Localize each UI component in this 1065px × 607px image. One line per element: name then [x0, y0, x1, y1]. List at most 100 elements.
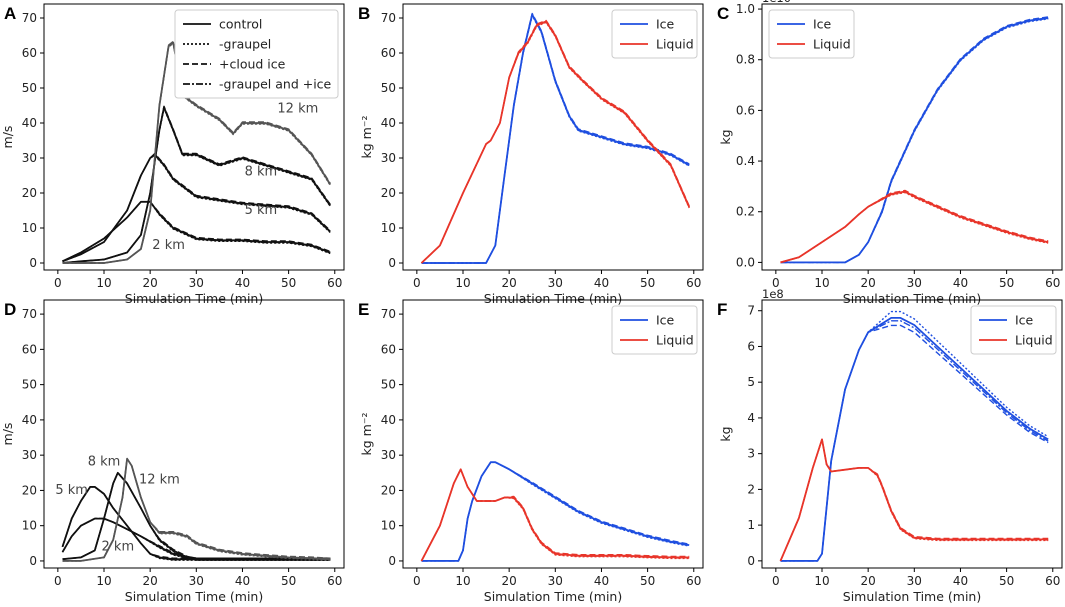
- series-line-12-km: [62, 458, 331, 562]
- x-tick-label: 40: [235, 574, 250, 588]
- legend-label: Ice: [1015, 313, 1034, 328]
- axis-multiplier: 1e8: [762, 287, 784, 301]
- series-line-8-km: [62, 472, 331, 561]
- y-tick-label: 50: [381, 378, 396, 392]
- legend-label: +cloud ice: [219, 57, 286, 72]
- y-tick-label: 20: [22, 483, 37, 497]
- y-tick-label: 60: [381, 46, 396, 60]
- x-tick-label: 20: [143, 276, 158, 290]
- y-tick-label: 5: [747, 375, 755, 389]
- x-tick-label: 20: [861, 276, 876, 290]
- panel-label: D: [4, 300, 16, 319]
- y-tick-label: 0: [388, 554, 396, 568]
- y-tick-label: 0.8: [736, 53, 755, 67]
- series-line-liquid: [779, 438, 1049, 562]
- y-tick-label: 70: [381, 11, 396, 25]
- x-axis-label: Simulation Time (min): [843, 291, 981, 306]
- y-tick-label: 3: [747, 447, 755, 461]
- x-tick-label: 40: [235, 276, 250, 290]
- y-tick-label: 30: [381, 151, 396, 165]
- y-axis-label: m/s: [0, 423, 15, 446]
- legend-label: -graupel: [219, 37, 271, 52]
- series-line-2-km: [62, 201, 331, 262]
- y-tick-label: 60: [381, 342, 396, 356]
- y-tick-label: 1: [747, 518, 755, 532]
- x-tick-label: 0: [772, 276, 780, 290]
- series-line-liquid: [779, 438, 1049, 562]
- x-tick-label: 50: [281, 574, 296, 588]
- curve-annotation: 5 km: [245, 203, 278, 218]
- x-tick-label: 10: [455, 574, 470, 588]
- series-line-ice: [780, 320, 1049, 562]
- legend: Ice Liquid: [611, 305, 698, 355]
- curves: [61, 457, 331, 562]
- y-tick-label: 0: [747, 554, 755, 568]
- series-line-liquid: [420, 468, 690, 562]
- legend-box: [970, 305, 1057, 355]
- legend-label: Ice: [813, 17, 832, 32]
- y-tick-label: 0.2: [736, 205, 755, 219]
- y-tick-label: 10: [22, 221, 37, 235]
- series-line-8-km: [62, 107, 331, 264]
- y-tick-label: 40: [22, 413, 37, 427]
- panel-D: 0 10 20 30 40 50 60 0 10 20 30 40 50 60 70 Dm/s Simulati…: [0, 299, 345, 604]
- y-tick-label: 10: [381, 221, 396, 235]
- curve-annotation: 8 km: [88, 455, 121, 470]
- x-axis-label: Simulation Time (min): [125, 291, 263, 306]
- x-tick-label: 30: [548, 574, 563, 588]
- x-tick-label: 60: [1045, 276, 1060, 290]
- series-line-2-km: [62, 200, 331, 263]
- legend-label: Liquid: [656, 37, 694, 52]
- y-axis-label: kg m⁻²: [359, 413, 374, 456]
- x-tick-label: 60: [327, 276, 342, 290]
- x-tick-label: 30: [189, 276, 204, 290]
- curve-annotation: 12 km: [277, 102, 318, 117]
- y-tick-label: 0.4: [736, 154, 755, 168]
- y-tick-label: 60: [22, 342, 37, 356]
- x-tick-label: 50: [640, 276, 655, 290]
- y-tick-label: 40: [22, 116, 37, 130]
- panel-label: B: [358, 4, 370, 23]
- x-tick-label: 20: [502, 574, 517, 588]
- y-tick-label: 0.0: [736, 255, 755, 269]
- curves: [420, 461, 690, 562]
- x-tick-label: 0: [413, 276, 421, 290]
- x-tick-label: 0: [772, 574, 780, 588]
- x-tick-label: 30: [907, 574, 922, 588]
- series-line-12-km: [62, 42, 331, 264]
- series-line-12-km: [62, 42, 331, 264]
- x-tick-label: 20: [143, 574, 158, 588]
- x-axis-label: Simulation Time (min): [484, 291, 622, 306]
- series-line-ice: [421, 461, 690, 562]
- x-tick-label: 40: [594, 574, 609, 588]
- series-line-12-km: [62, 458, 331, 562]
- panel-F: 0 10 20 30 40 50 60 0 1 2 3 4 5 6 7 Fkg Simulation Time …: [717, 287, 1063, 604]
- x-tick-label: 20: [502, 276, 517, 290]
- y-tick-label: 70: [22, 11, 37, 25]
- legend-box: [174, 9, 339, 99]
- y-tick-label: 40: [381, 413, 396, 427]
- x-tick-label: 60: [686, 574, 701, 588]
- series-line-ice: [421, 461, 690, 562]
- series-line-ice: [421, 14, 690, 264]
- series-line-5-km: [62, 154, 331, 262]
- y-tick-label: 10: [381, 519, 396, 533]
- legend-box: [768, 9, 855, 59]
- axes-frame: [43, 3, 345, 271]
- y-axis-label: m/s: [0, 126, 15, 149]
- y-tick-label: 0: [29, 554, 37, 568]
- x-tick-label: 50: [999, 574, 1014, 588]
- curves: [779, 310, 1049, 562]
- y-tick-label: 6: [747, 339, 755, 353]
- x-tick-label: 50: [640, 574, 655, 588]
- y-tick-label: 2: [747, 482, 755, 496]
- y-axis-label: kg: [718, 426, 733, 441]
- panel-label: E: [358, 300, 369, 319]
- y-axis-label: kg m⁻²: [359, 116, 374, 159]
- axes-frame: [43, 299, 345, 569]
- y-tick-label: 20: [22, 186, 37, 200]
- axes-frame: [402, 3, 704, 271]
- panel-A: 0 10 20 30 40 50 60 0 10 20 30 40 50 60 70 Am/s Simulati…: [0, 3, 345, 306]
- x-tick-label: 20: [861, 574, 876, 588]
